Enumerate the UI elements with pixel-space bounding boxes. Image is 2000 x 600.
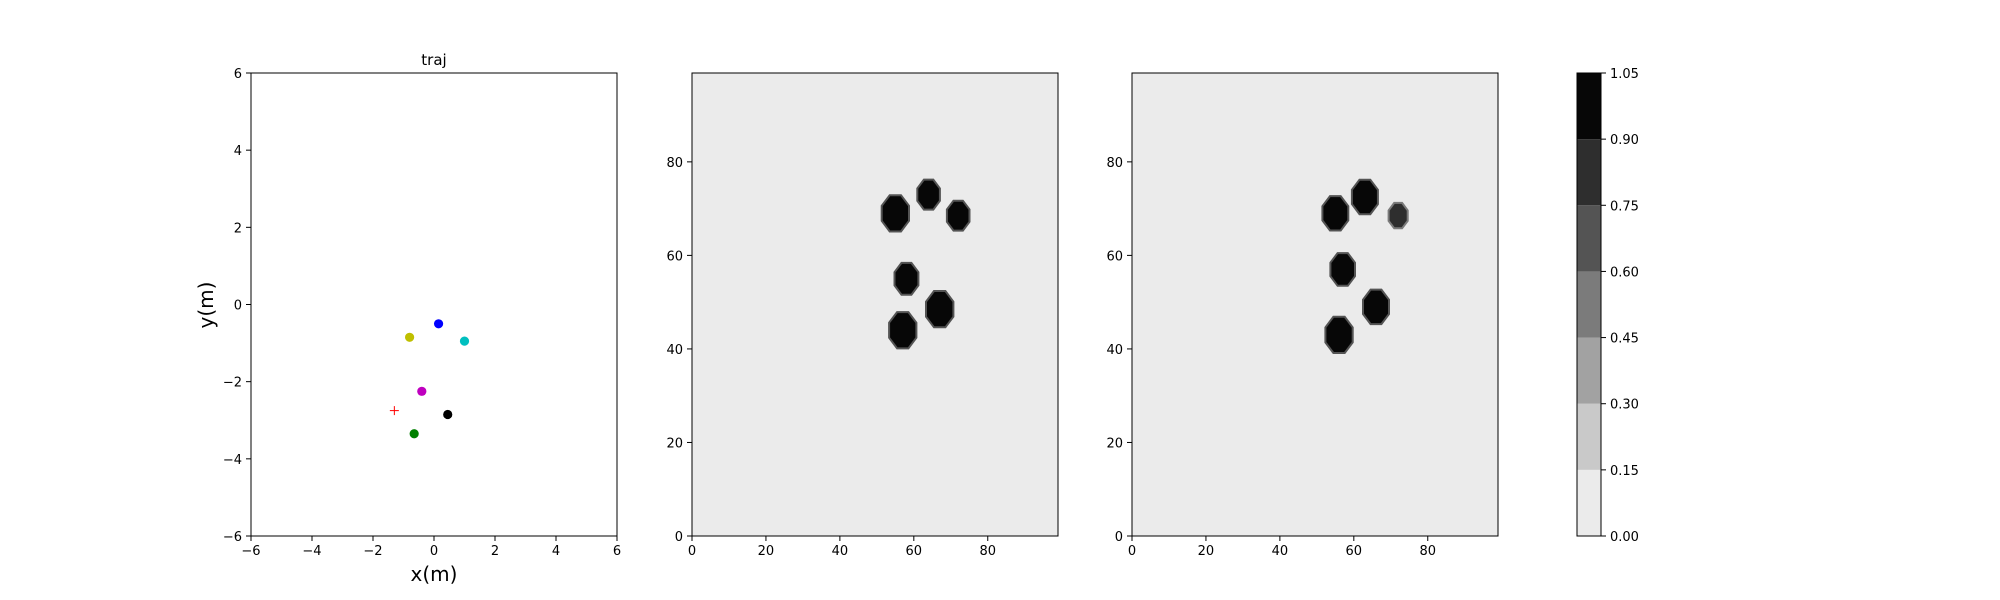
colorbar-band [1577,73,1601,140]
colorbar-tick-label: 0.00 [1610,530,1639,545]
occupied-region [1329,252,1356,287]
colorbar-tick-label: 1.05 [1610,67,1639,82]
occupied-region [880,194,910,233]
y-tick-label: −2 [223,376,242,391]
x-tick-label: 0 [1128,544,1136,559]
x-tick-label: 80 [979,544,996,559]
occupied-region [916,178,941,211]
y-tick-label: −4 [223,453,242,468]
data-point [417,386,427,396]
y-tick-label: 60 [666,249,683,264]
y-axis-label: y(m) [194,282,218,329]
occupied-region [1350,178,1379,216]
colorbar-tick-label: 0.75 [1610,199,1639,214]
y-tick-label: 0 [1115,530,1123,545]
colorbar-band [1577,469,1601,536]
colorbar-tick-label: 0.30 [1610,398,1639,413]
data-point [433,319,444,329]
trajectory-plot: −6 −4 −2 0 2 4 6 −6 −4 −2 0 2 4 6 traj x(m) y(m) [194,51,621,586]
colorbar-tick-label: 0.45 [1610,332,1639,347]
y-tick-label: 20 [1106,436,1123,451]
colorbar-frame [1576,72,1602,537]
x-tick-label: 60 [1346,544,1363,559]
occupied-region [1324,315,1354,354]
data-point [459,336,470,346]
x-tick-label: −2 [363,544,382,559]
x-axis-label: x(m) [411,562,458,586]
map-background [692,73,1058,536]
axes-frame [250,72,618,537]
colorbar-tick-label: 0.90 [1610,133,1639,148]
x-tick-label: 20 [758,544,775,559]
x-tick-label: 2 [491,544,499,559]
colorbar-tick-label: 0.15 [1610,464,1639,479]
y-tick-label: 60 [1106,249,1123,264]
plot-title: traj [421,51,446,69]
occupied-region [888,311,918,350]
occupied-region [1362,288,1390,326]
x-tick-label: 4 [552,544,560,559]
colorbar-band [1577,403,1601,470]
y-tick-label: 20 [666,436,683,451]
axes-frame-top [1131,72,1499,537]
x-tick-label: 0 [688,544,696,559]
map-background [1132,73,1498,536]
x-tick-label: −4 [302,544,321,559]
x-tick-label: 6 [613,544,621,559]
x-tick-label: 0 [430,544,438,559]
y-tick-label: 6 [234,67,242,82]
plus-marker [389,406,399,416]
data-point [405,332,415,342]
axes-frame-top [691,72,1059,537]
y-tick-label: 0 [234,299,242,314]
occupied-region [893,261,920,296]
occupied-region [1321,195,1350,232]
plot-area [251,73,617,536]
occupied-region [925,290,955,329]
occupancy-map-1: 0 20 40 60 80 0 20 40 60 80 [666,72,1059,559]
colorbar-band [1577,271,1601,338]
y-tick-label: 80 [1106,156,1123,171]
colorbar: 0.00 0.15 0.30 0.45 0.60 0.75 0.90 1.05 [1576,67,1639,545]
data-point [443,409,453,420]
colorbar-band [1577,139,1601,206]
y-tick-label: 40 [666,343,683,358]
occupied-region [1387,201,1409,230]
y-tick-label: 40 [1106,343,1123,358]
y-tick-label: −6 [223,530,242,545]
y-tick-label: 0 [675,530,683,545]
occupancy-map-2: 0 20 40 60 80 0 20 40 60 80 [1106,72,1499,559]
y-tick-label: 4 [234,144,242,159]
y-tick-label: 80 [666,156,683,171]
x-tick-label: 80 [1419,544,1436,559]
x-tick-label: −6 [241,544,260,559]
x-tick-label: 20 [1198,544,1215,559]
colorbar-band [1577,337,1601,404]
x-tick-label: 40 [1272,544,1289,559]
colorbar-band [1577,205,1601,272]
occupied-region [945,199,971,232]
colorbar-tick-label: 0.60 [1610,265,1639,280]
x-tick-label: 60 [906,544,923,559]
x-tick-label: 40 [832,544,849,559]
data-point [409,429,419,439]
y-tick-label: 2 [234,221,242,236]
